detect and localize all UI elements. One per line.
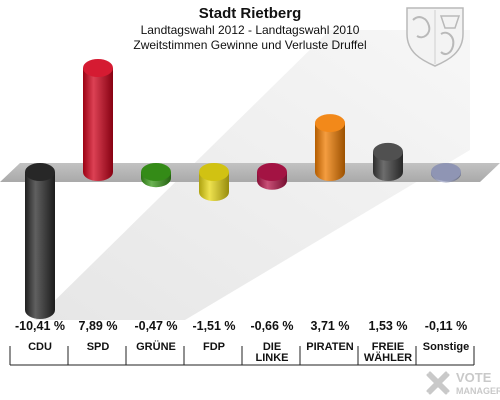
coat-of-arms-icon bbox=[406, 7, 464, 67]
category-label-6-line-0: FREIE bbox=[372, 341, 404, 353]
vote-manager-logo: VOTE MANAGER bbox=[426, 370, 500, 396]
value-label-4: -0,66 % bbox=[250, 319, 293, 333]
bar-1 bbox=[83, 59, 113, 181]
bar-2 bbox=[141, 163, 171, 188]
value-label-3: -1,51 % bbox=[192, 319, 235, 333]
bar-0 bbox=[25, 163, 55, 319]
category-label-0: CDU bbox=[28, 341, 52, 353]
category-label-5: PIRATEN bbox=[306, 341, 354, 353]
value-label-group: -10,41 % 7,89 % -0,47 % -1,51 % -0,66 % 3,71 … bbox=[15, 319, 467, 333]
bar-group bbox=[25, 59, 461, 319]
category-label-4-line-0: DIE bbox=[263, 341, 281, 353]
category-label-4-line-1: LINKE bbox=[256, 352, 289, 364]
value-label-2: -0,47 % bbox=[134, 319, 177, 333]
category-label-1: SPD bbox=[87, 341, 110, 353]
bar-7 bbox=[431, 163, 461, 183]
category-label-3: FDP bbox=[203, 341, 225, 353]
bar-3 bbox=[199, 163, 229, 202]
watermark-line-2: MANAGER bbox=[456, 386, 500, 396]
bar-5 bbox=[315, 114, 345, 181]
category-label-6-line-1: WÄHLER bbox=[364, 351, 412, 364]
category-label-7: Sonstige bbox=[423, 341, 469, 353]
bar-4 bbox=[257, 163, 287, 190]
category-label-2: GRÜNE bbox=[136, 340, 176, 353]
value-label-7: -0,11 % bbox=[425, 319, 467, 333]
chart-subtitle-line-1: Landtagswahl 2012 - Landtagswahl 2010 bbox=[141, 23, 360, 37]
value-label-1: 7,89 % bbox=[79, 319, 118, 333]
chart-subtitle-line-2: Zweitstimmen Gewinne und Verluste Druffe… bbox=[133, 38, 366, 52]
watermark-line-1: VOTE bbox=[456, 370, 492, 385]
baseline-plane bbox=[0, 163, 500, 182]
value-label-6: 1,53 % bbox=[369, 319, 408, 333]
value-label-5: 3,71 % bbox=[311, 319, 350, 333]
bar-6 bbox=[373, 142, 403, 181]
chart-title: Stadt Rietberg bbox=[199, 5, 302, 22]
value-label-0: -10,41 % bbox=[15, 319, 65, 333]
